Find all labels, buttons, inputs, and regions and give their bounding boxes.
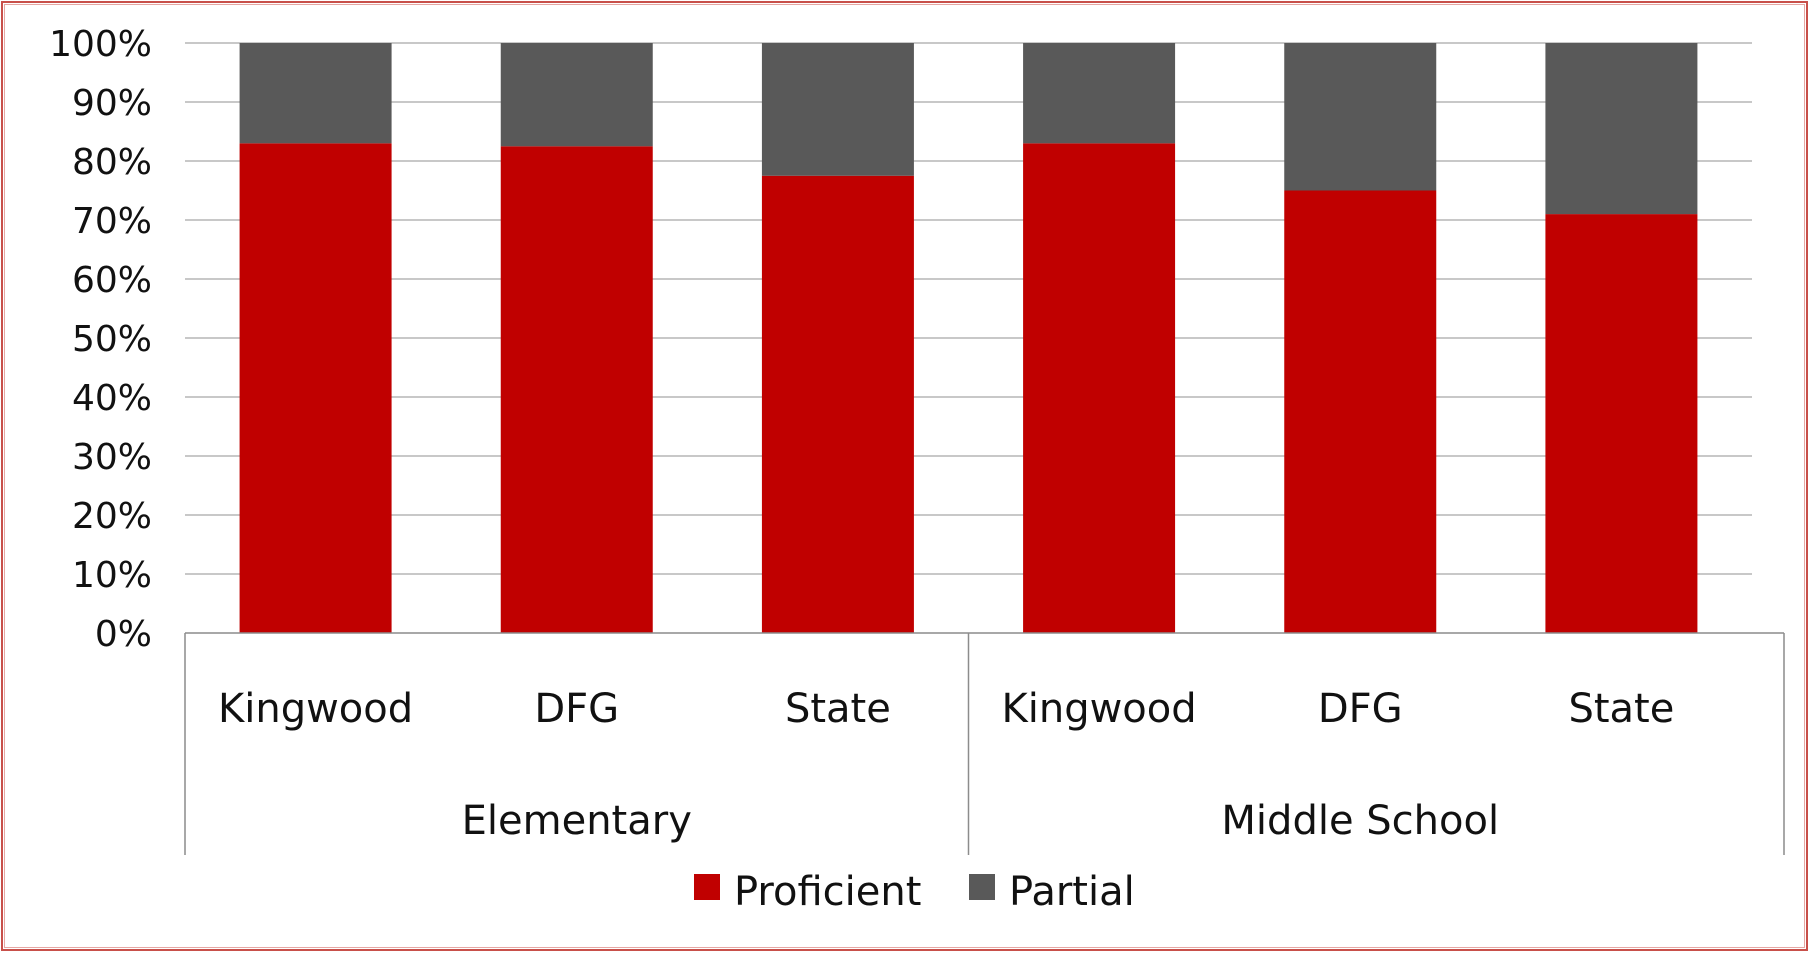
legend-swatch-partial: [969, 874, 995, 900]
y-tick-label: 10%: [72, 555, 152, 596]
x-tick-label: Kingwood: [218, 686, 413, 732]
y-axis-ticks: 0% 10% 20% 30% 40% 50% 60% 70% 80% 90% 100%: [49, 24, 152, 655]
bar-partial: [761, 43, 914, 176]
bars: [239, 43, 1698, 634]
y-tick-label: 0%: [95, 614, 152, 655]
x-tick-label: State: [785, 686, 891, 732]
legend-swatch-proficient: [694, 874, 720, 900]
bar-proficient: [500, 146, 653, 633]
bar-proficient: [761, 175, 914, 633]
legend-label-partial: Partial: [1009, 869, 1135, 915]
y-tick-label: 60%: [72, 260, 152, 301]
x-axis: [184, 632, 1785, 855]
y-tick-label: 90%: [72, 83, 152, 124]
bar-proficient: [1545, 214, 1698, 633]
y-tick-label: 30%: [72, 437, 152, 478]
group-labels: Elementary Middle School: [462, 798, 1499, 844]
bar-partial: [1284, 43, 1437, 191]
bar-partial: [500, 43, 653, 147]
y-tick-label: 70%: [72, 201, 152, 242]
bar-partial: [239, 43, 392, 144]
x-tick-label: Kingwood: [1002, 686, 1197, 732]
bar-proficient: [1284, 190, 1437, 633]
category-labels: Kingwood DFG State Kingwood DFG State: [218, 686, 1674, 732]
y-tick-label: 20%: [72, 496, 152, 537]
legend: Proficient Partial: [694, 869, 1135, 915]
y-tick-label: 80%: [72, 142, 152, 183]
gridlines: [185, 42, 1752, 575]
bar-partial: [1545, 43, 1698, 215]
bar-partial: [1023, 43, 1176, 144]
bar-proficient: [1023, 143, 1176, 634]
x-tick-label: DFG: [534, 686, 619, 732]
y-tick-label: 40%: [72, 378, 152, 419]
y-tick-label: 50%: [72, 319, 152, 360]
bar-proficient: [239, 143, 392, 634]
group-label: Middle School: [1221, 798, 1499, 844]
group-label: Elementary: [462, 798, 692, 844]
x-tick-label: State: [1568, 686, 1674, 732]
x-tick-label: DFG: [1318, 686, 1403, 732]
y-tick-label: 100%: [49, 24, 152, 65]
legend-label-proficient: Proficient: [734, 869, 921, 915]
